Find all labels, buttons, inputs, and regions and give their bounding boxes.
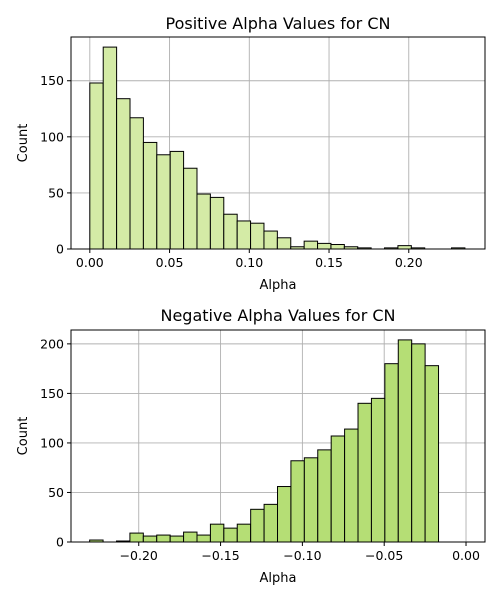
x-tick-label: 0.10 — [235, 255, 263, 270]
histogram-bars — [89, 46, 466, 250]
histogram-bar — [424, 365, 440, 543]
histogram-bar — [209, 196, 225, 250]
histogram-bar — [196, 193, 211, 250]
histogram-bar — [209, 523, 225, 543]
x-tick-label: −0.15 — [201, 548, 239, 563]
x-axis-label: Alpha — [260, 278, 297, 293]
histogram-bar — [169, 535, 185, 543]
histogram-bar — [116, 98, 131, 250]
histogram-bar — [357, 402, 372, 543]
histogram-bar — [344, 428, 359, 543]
histogram-bar — [156, 154, 171, 250]
y-tick-label: 200 — [40, 336, 64, 351]
x-tick-label: −0.05 — [365, 548, 403, 563]
histogram-bar — [236, 523, 252, 543]
y-tick-label: 150 — [40, 386, 64, 401]
y-tick-label: 0 — [56, 242, 64, 257]
histogram-bar — [277, 486, 292, 543]
histogram-bar — [330, 244, 345, 250]
histogram-bar — [236, 220, 252, 250]
histogram-bar — [317, 242, 332, 250]
x-tick-label: −0.10 — [283, 548, 321, 563]
histogram-bar — [102, 46, 118, 250]
x-tick-label: 0.20 — [395, 255, 423, 270]
y-tick-label: 50 — [48, 185, 64, 200]
y-tick-label: 0 — [56, 535, 64, 550]
histogram-bar — [290, 460, 305, 543]
histogram-bar — [250, 222, 265, 250]
histogram-bar — [370, 397, 386, 543]
y-tick-label: 100 — [40, 435, 64, 450]
chart-panel-1: 0.00 0.05 0.10 0.15 0.20 0 50 100 150 Positive Al… — [16, 14, 486, 293]
histogram-bar — [276, 237, 292, 250]
chart-title: Positive Alpha Values for CN — [166, 14, 391, 33]
histogram-bar — [330, 435, 346, 543]
histogram-bar — [411, 343, 426, 543]
x-axis-label: Alpha — [260, 571, 297, 586]
histogram-bar — [250, 508, 265, 543]
histogram-bar — [129, 532, 144, 543]
histogram-bar — [223, 213, 238, 250]
chart-panel-2: −0.20 −0.15 −0.10 −0.05 0.00 0 50 100 150 200 Nega… — [16, 306, 486, 586]
histogram-bar — [263, 503, 279, 543]
histogram-bar — [142, 535, 158, 543]
y-axis-label: Count — [16, 124, 31, 163]
x-tick-label: 0.05 — [156, 255, 184, 270]
x-tick-label: 0.15 — [315, 255, 343, 270]
histogram-bar — [397, 339, 413, 543]
histogram-bar — [169, 150, 185, 250]
y-tick-label: 100 — [40, 129, 64, 144]
histogram-bar — [89, 82, 104, 250]
chart-title: Negative Alpha Values for CN — [160, 306, 395, 325]
histogram-bar — [384, 363, 399, 543]
histogram-bar — [183, 531, 198, 543]
x-tick-label: 0.00 — [76, 255, 104, 270]
plot-frame — [70, 36, 486, 250]
histogram-bar — [303, 240, 319, 250]
x-tick-label: −0.20 — [120, 548, 158, 563]
y-axis-label: Count — [16, 417, 31, 456]
histogram-bar — [156, 534, 171, 543]
histogram-bar — [183, 167, 198, 250]
histogram-bar — [263, 230, 278, 250]
plot-frame — [70, 329, 486, 543]
histogram-bar — [196, 534, 211, 543]
y-tick-label: 50 — [48, 485, 64, 500]
histogram-bar — [142, 141, 158, 250]
histogram-bar — [129, 117, 144, 250]
y-tick-label: 150 — [40, 73, 64, 88]
histogram-bar — [303, 457, 319, 543]
histogram-bars — [89, 339, 440, 543]
x-tick-label: 0.00 — [452, 548, 480, 563]
histogram-bar — [223, 527, 238, 543]
histogram-bar — [397, 245, 412, 250]
histogram-bar — [317, 449, 332, 543]
